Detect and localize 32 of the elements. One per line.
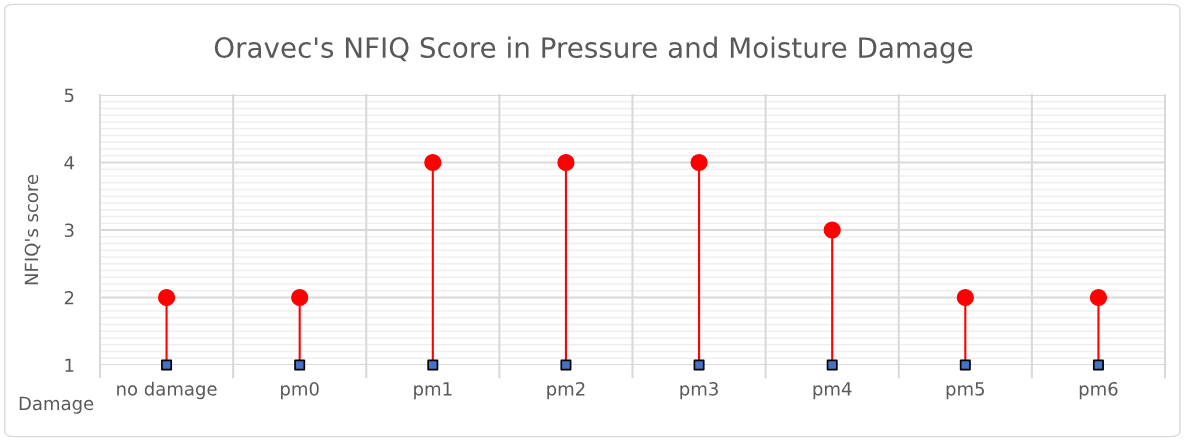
- point: [693, 359, 705, 371]
- point: [956, 288, 974, 307]
- x-tick-label: pm3: [680, 381, 718, 400]
- x-axis-title: Damage: [19, 396, 94, 414]
- x-tick-label: pm6: [1079, 381, 1118, 400]
- point: [1092, 359, 1104, 371]
- x-tick-label: pm4: [813, 382, 852, 400]
- x-tick-label: pm5: [946, 382, 984, 400]
- point: [157, 288, 176, 307]
- point: [959, 359, 971, 371]
- x-tick-label: pm0: [281, 381, 319, 400]
- y-tick-label: 4: [64, 156, 74, 170]
- y-tick-label: 3: [64, 223, 74, 238]
- y-axis-title: NFIQ's score: [24, 174, 41, 285]
- y-tick-label: 5: [64, 88, 74, 103]
- y-tick-label: 1: [65, 358, 74, 372]
- point: [560, 359, 572, 371]
- y-tick-label: 2: [64, 290, 74, 305]
- point: [294, 359, 306, 371]
- x-tick-label: pm2: [547, 381, 585, 400]
- chart-title: Oravec's NFIQ Score in Pressure and Moisture Damage: [214, 36, 973, 64]
- x-tick-label: pm1: [414, 382, 452, 400]
- point: [823, 221, 841, 239]
- point: [427, 359, 439, 371]
- point: [424, 153, 442, 172]
- point: [161, 359, 173, 371]
- x-tick-label: no damage: [117, 381, 217, 400]
- point: [557, 153, 575, 172]
- point: [291, 288, 309, 307]
- point: [690, 153, 708, 172]
- point: [826, 359, 838, 371]
- point: [1089, 288, 1108, 307]
